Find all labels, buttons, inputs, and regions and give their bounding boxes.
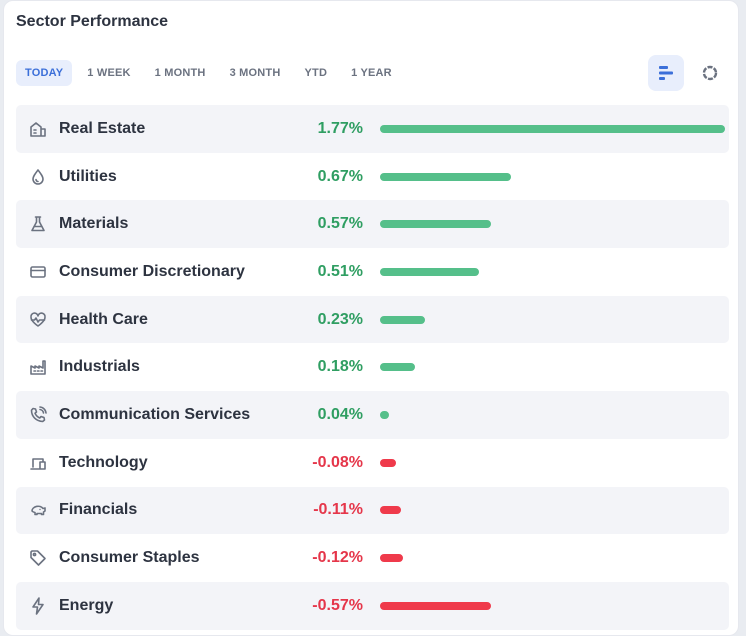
sector-row-industrials[interactable]: Industrials 0.18% <box>16 343 729 391</box>
sector-name: Communication Services <box>59 405 251 423</box>
phone-icon <box>28 405 48 425</box>
devices-icon <box>28 453 48 473</box>
sector-name: Financials <box>59 501 138 519</box>
sector-row-real-estate[interactable]: Real Estate 1.77% <box>16 105 729 153</box>
sector-change-bar <box>380 506 401 515</box>
sector-name: Technology <box>59 453 148 471</box>
sector-row-health-care[interactable]: Health Care 0.23% <box>16 295 729 344</box>
sector-name: Health Care <box>59 310 148 328</box>
sector-change: 0.18% <box>317 358 363 376</box>
sector-change-bar <box>380 554 403 563</box>
sector-row-technology[interactable]: Technology -0.08% <box>16 439 729 487</box>
sector-name: Energy <box>59 596 114 614</box>
sector-row-communication-services[interactable]: Communication Services 0.04% <box>16 391 729 439</box>
sector-change-bar <box>380 315 425 324</box>
sector-change-bar <box>380 601 491 610</box>
sector-change: 0.57% <box>317 215 363 233</box>
piggy-bank-icon <box>28 500 48 520</box>
sector-change: -0.12% <box>312 549 363 567</box>
sector-change: 0.51% <box>317 262 363 280</box>
sector-change: -0.11% <box>313 501 363 519</box>
tab-ytd[interactable]: YTD <box>304 67 328 79</box>
sector-row-utilities[interactable]: Utilities 0.67% <box>16 153 729 201</box>
heart-pulse-icon <box>28 310 48 330</box>
sector-change: 0.67% <box>317 167 363 185</box>
credit-card-icon <box>28 262 48 282</box>
sector-name: Utilities <box>59 167 117 185</box>
sector-change-bar <box>380 124 725 133</box>
sector-name: Materials <box>59 215 129 233</box>
sector-name: Industrials <box>59 358 140 376</box>
bar-view-button[interactable] <box>648 55 684 91</box>
donut-view-button[interactable] <box>692 55 728 91</box>
bar-chart-icon <box>659 66 673 80</box>
sector-change: 0.04% <box>317 405 363 423</box>
lightning-icon <box>28 596 48 616</box>
donut-chart-icon <box>702 65 718 81</box>
sector-change-bar <box>380 363 415 372</box>
sector-change: -0.08% <box>312 453 363 471</box>
drop-icon <box>28 167 48 187</box>
sector-change-bar <box>380 172 511 181</box>
sector-row-consumer-discretionary[interactable]: Consumer Discretionary 0.51% <box>16 248 729 296</box>
tag-icon <box>28 548 48 568</box>
sector-change: 1.77% <box>317 119 363 137</box>
tab-1-year[interactable]: 1 YEAR <box>351 67 392 79</box>
sector-change-bar <box>380 267 479 276</box>
sector-change: 0.23% <box>317 310 363 328</box>
tab-1-month[interactable]: 1 MONTH <box>154 67 206 79</box>
flask-icon <box>28 214 48 234</box>
factory-icon <box>28 357 48 377</box>
sector-performance-card: Sector Performance TODAY 1 WEEK 1 MONTH … <box>3 0 739 636</box>
tab-1-week[interactable]: 1 WEEK <box>87 67 131 79</box>
sector-change-bar <box>380 458 396 467</box>
tab-today[interactable]: TODAY <box>16 60 73 86</box>
sector-name: Consumer Discretionary <box>59 262 245 280</box>
sector-change: -0.57% <box>312 596 363 614</box>
sector-name: Consumer Staples <box>59 549 200 567</box>
sector-name: Real Estate <box>59 119 146 137</box>
sector-row-materials[interactable]: Materials 0.57% <box>16 200 729 249</box>
sector-row-financials[interactable]: Financials -0.11% <box>16 486 729 535</box>
sector-change-bar <box>380 220 491 229</box>
building-icon <box>28 119 48 139</box>
sector-list: Real Estate 1.77% Utilities 0.67% Materials 0… <box>16 105 729 630</box>
sector-change-bar <box>380 410 389 419</box>
period-tabs: TODAY 1 WEEK 1 MONTH 3 MONTH YTD 1 YEAR <box>16 60 401 86</box>
tab-3-month[interactable]: 3 MONTH <box>229 67 281 79</box>
sector-row-energy[interactable]: Energy -0.57% <box>16 581 729 630</box>
widget-title: Sector Performance <box>16 13 169 30</box>
sector-row-consumer-staples[interactable]: Consumer Staples -0.12% <box>16 534 729 582</box>
